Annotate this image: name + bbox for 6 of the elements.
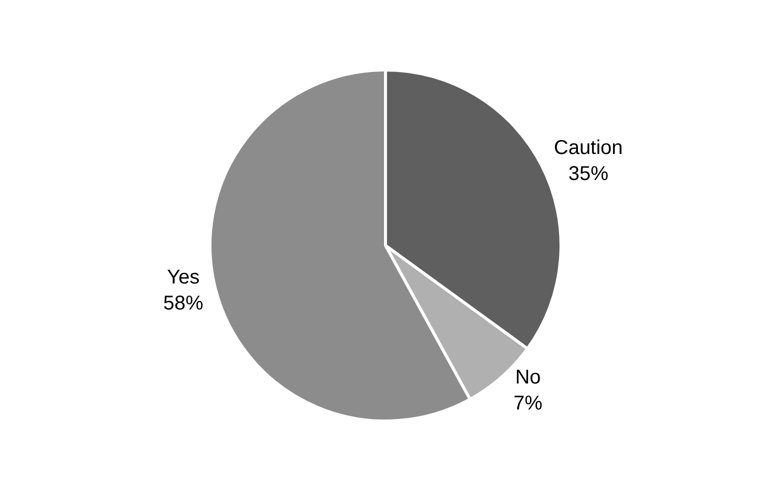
- data-label: 7%: [514, 392, 543, 415]
- data-label: 35%: [568, 162, 609, 185]
- data-label: 58%: [163, 292, 204, 315]
- slice-label: Yes: [166, 266, 200, 289]
- slice-label: Caution: [554, 136, 623, 159]
- slice-label: No: [515, 366, 541, 389]
